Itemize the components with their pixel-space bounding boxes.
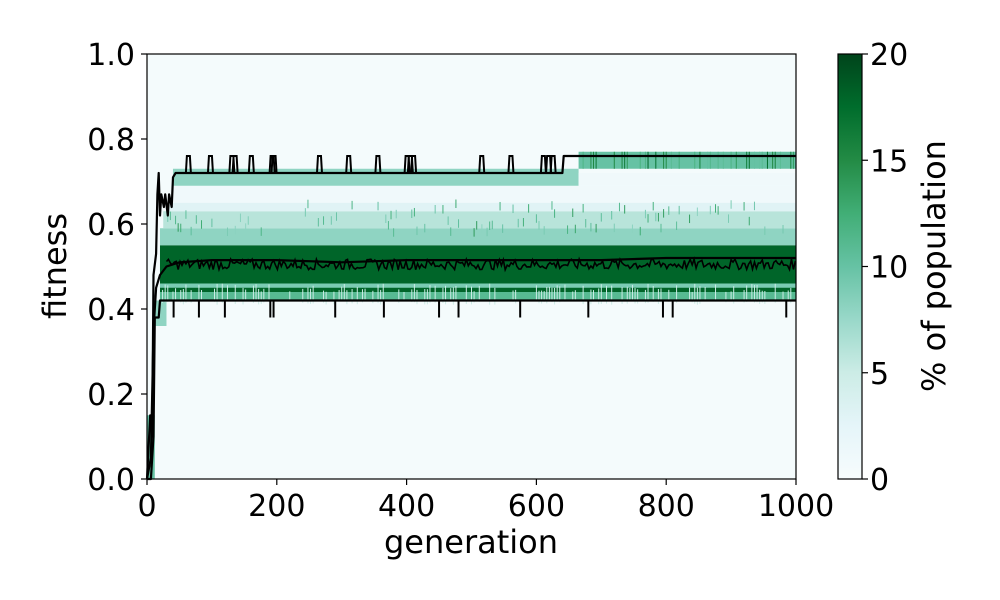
heatmap-band [159,292,797,301]
x-tick-label: 600 [508,489,565,524]
x-axis-label: generation [384,523,558,561]
y-axis-ticks: 0.0 0.2 0.4 0.6 0.8 1.0 [87,38,147,498]
series-line-mean [145,256,796,480]
series-spike-max [231,155,239,174]
series-spike-max [270,155,278,174]
heatmap-band [172,185,796,203]
heatmap-band [159,228,797,246]
series-line-max [145,154,796,480]
series-spike-max [507,155,515,174]
series-spike-max [184,155,192,174]
heatmap-band [166,202,797,212]
colorbar-tick-label: 10 [870,251,908,286]
colorbar [837,53,863,480]
y-tick-label: 0.4 [87,293,135,328]
colorbar-tick-label: 15 [870,144,908,179]
series-spike-max [206,155,214,174]
x-tick-label: 800 [638,489,695,524]
heatmap-band [159,283,797,288]
y-tick-label: 0.8 [87,123,135,158]
colorbar-label: % of population [915,140,953,392]
series-line-mean-noise [165,256,797,273]
x-tick-label: 200 [248,489,305,524]
mean-line-noise [165,256,797,273]
colorbar-tick-label: 20 [870,38,908,73]
series-spike-max [247,155,255,174]
y-tick-label: 0.0 [87,463,135,498]
series-spike-max [345,155,353,174]
series-spike-max [478,155,486,174]
series-spike-max [374,155,382,174]
series-spike-max [549,155,557,174]
colorbar-tick-label: 5 [870,357,889,392]
y-tick-label: 1.0 [87,38,135,73]
colorbar-tick-label: 0 [870,463,889,498]
y-axis-label: fitness [36,213,74,319]
y-tick-label: 0.2 [87,378,135,413]
plot-frame [146,53,797,480]
heatmap-streaks [162,151,794,305]
plot-area [145,53,797,481]
series-spike-max [539,155,547,174]
heatmap-band [578,151,796,169]
colorbar-ticks: 0 5 10 15 20 [862,38,908,498]
series-spike-max [410,155,418,174]
x-axis-ticks: 0 200 400 600 800 1000 [137,479,834,524]
x-tick-label: 0 [137,489,156,524]
heatmap-band [163,211,797,229]
colorbar-bar [837,53,863,480]
heatmap-band [578,173,796,186]
x-tick-label: 400 [378,489,435,524]
series-spike-max [315,155,323,174]
x-tick-label: 1000 [758,489,834,524]
y-tick-label: 0.6 [87,208,135,243]
